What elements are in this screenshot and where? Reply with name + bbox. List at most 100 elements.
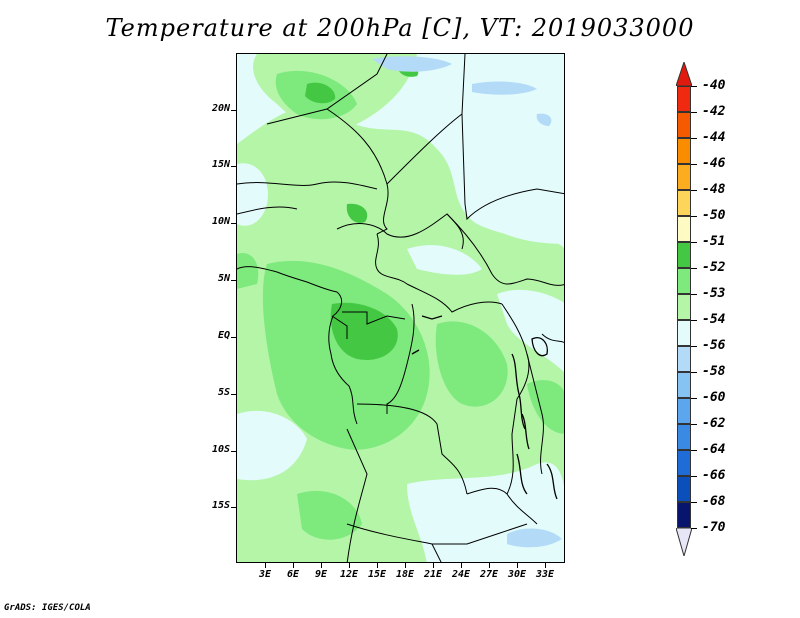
- colorbar-label: -60: [702, 390, 726, 405]
- map-canvas: [237, 54, 564, 562]
- colorbar-tick: [691, 138, 697, 139]
- colorbar-tick: [691, 86, 697, 87]
- lon-label: 12E: [339, 569, 359, 580]
- colorbar-swatch: [677, 476, 691, 502]
- lat-label: 10N: [211, 216, 230, 227]
- lat-tick: [231, 166, 236, 167]
- grads-credit: GrADS: IGES/COLA: [4, 603, 91, 613]
- colorbar-swatch: [677, 242, 691, 268]
- lake-outlines: [411, 315, 558, 500]
- colorbar-swatch: [677, 112, 691, 138]
- colorbar-tick: [691, 528, 697, 529]
- colorbar-tick: [691, 450, 697, 451]
- colorbar-top-arrow: [676, 62, 692, 86]
- colorbar-swatch: [677, 372, 691, 398]
- map-title: Temperature at 200hPa [C], VT: 201903300…: [105, 14, 695, 42]
- colorbar-swatch: [677, 86, 691, 112]
- colorbar-label: -66: [702, 468, 726, 483]
- colorbar-label: -44: [702, 130, 726, 145]
- lon-tick: [265, 563, 266, 568]
- lat-tick: [231, 280, 236, 281]
- lat-tick: [231, 394, 236, 395]
- colorbar-tick: [691, 424, 697, 425]
- colorbar-swatch: [677, 138, 691, 164]
- colorbar-label: -70: [702, 520, 726, 535]
- colorbar-swatch: [677, 190, 691, 216]
- colorbar-tick: [691, 398, 697, 399]
- colorbar-swatch: [677, 164, 691, 190]
- colorbar-label: -52: [702, 260, 726, 275]
- lat-label: 5S: [217, 387, 230, 398]
- lat-label: 5N: [217, 273, 230, 284]
- colorbar-tick: [691, 190, 697, 191]
- colorbar-swatch: [677, 294, 691, 320]
- colorbar-tick: [691, 320, 697, 321]
- colorbar-tick: [691, 372, 697, 373]
- colorbar-swatch: [677, 346, 691, 372]
- lat-tick: [231, 223, 236, 224]
- lat-label: 15S: [211, 500, 230, 511]
- colorbar-label: -50: [702, 208, 726, 223]
- colorbar-swatch: [677, 502, 691, 528]
- temperature-map: [236, 53, 565, 563]
- lon-label: 24E: [451, 569, 471, 580]
- colorbar-label: -58: [702, 364, 726, 379]
- colorbar-bottom-arrow: [676, 528, 692, 556]
- lon-tick: [293, 563, 294, 568]
- colorbar-swatch: [677, 424, 691, 450]
- lon-label: 21E: [423, 569, 443, 580]
- field-51-52: [305, 63, 419, 360]
- lon-label: 30E: [507, 569, 527, 580]
- lon-tick: [517, 563, 518, 568]
- colorbar-tick: [691, 112, 697, 113]
- lon-label: 9E: [314, 569, 328, 580]
- colorbar-label: -64: [702, 442, 726, 457]
- colorbar-label: -46: [702, 156, 726, 171]
- lon-label: 15E: [367, 569, 387, 580]
- lon-label: 6E: [286, 569, 300, 580]
- lat-tick: [231, 451, 236, 452]
- lat-label: 10S: [211, 444, 230, 455]
- colorbar-tick: [691, 216, 697, 217]
- lon-tick: [489, 563, 490, 568]
- lon-tick: [405, 563, 406, 568]
- lat-tick: [231, 507, 236, 508]
- lon-label: 3E: [258, 569, 272, 580]
- colorbar-tick: [691, 242, 697, 243]
- colorbar-tick: [691, 346, 697, 347]
- lon-tick: [545, 563, 546, 568]
- colorbar-tick: [691, 294, 697, 295]
- lon-tick: [377, 563, 378, 568]
- colorbar-swatch: [677, 268, 691, 294]
- lon-label: 33E: [535, 569, 555, 580]
- lat-label: 15N: [211, 159, 230, 170]
- lat-tick: [231, 337, 236, 338]
- lon-label: 27E: [479, 569, 499, 580]
- colorbar-swatch: [677, 216, 691, 242]
- colorbar-tick: [691, 164, 697, 165]
- colorbar-label: -53: [702, 286, 726, 301]
- colorbar-label: -48: [702, 182, 726, 197]
- lon-tick: [349, 563, 350, 568]
- lat-label: 20N: [211, 103, 230, 114]
- lon-label: 18E: [395, 569, 415, 580]
- lon-tick: [461, 563, 462, 568]
- colorbar-label: -54: [702, 312, 726, 327]
- lon-tick: [433, 563, 434, 568]
- colorbar-tick: [691, 268, 697, 269]
- lat-label: EQ: [217, 330, 230, 341]
- colorbar-label: -40: [702, 78, 726, 93]
- colorbar-label: -62: [702, 416, 726, 431]
- lat-tick: [231, 110, 236, 111]
- lon-tick: [321, 563, 322, 568]
- colorbar-tick: [691, 476, 697, 477]
- field-56-58: [372, 56, 562, 548]
- colorbar-tick: [691, 502, 697, 503]
- country-borders: [237, 54, 564, 562]
- colorbar-swatch: [677, 320, 691, 346]
- field-52-53: [237, 70, 564, 540]
- colorbar-swatch: [677, 450, 691, 476]
- colorbar-label: -51: [702, 234, 726, 249]
- colorbar-label: -56: [702, 338, 726, 353]
- colorbar-label: -68: [702, 494, 726, 509]
